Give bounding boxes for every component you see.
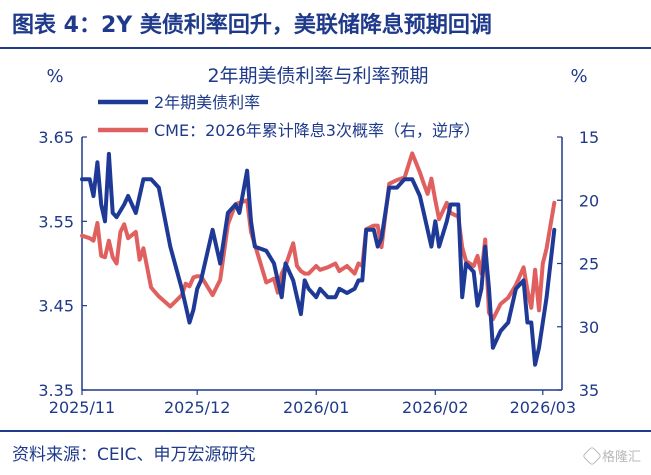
right-axis-unit: % <box>570 66 587 87</box>
right-y-tick-label: 20 <box>579 191 599 210</box>
cme-cut-probability-line <box>80 151 557 322</box>
right-y-tick-label: 30 <box>579 318 599 337</box>
watermark: 格隆汇 <box>582 445 641 466</box>
header-divider <box>0 47 651 49</box>
treasury-2y-yield-line <box>80 151 557 367</box>
left-y-tick-label: 3.65 <box>38 128 74 147</box>
source-note: 资料来源：CEIC、申万宏源研究 <box>12 445 256 465</box>
x-tick-label: 2025/12 <box>164 398 230 417</box>
x-tick-label: 2026/01 <box>283 398 349 417</box>
left-y-tick-label: 3.35 <box>38 381 74 400</box>
line-chart: 2年期美债利率与利率预期 % % 3.65 3.55 3.45 3.35 15 20 25 3… <box>38 65 599 417</box>
left-axis-unit: % <box>46 66 63 87</box>
right-y-tick-label: 35 <box>579 381 599 400</box>
x-tick-label: 2026/03 <box>510 398 576 417</box>
figure-title: 图表 4：2Y 美债利率回升，美联储降息预期回调 <box>12 13 492 38</box>
legend-label-1: 2年期美债利率 <box>154 93 260 112</box>
legend: 2年期美债利率 CME：2026年累计降息3次概率（右，逆序） <box>98 93 480 140</box>
watermark-text: 格隆汇 <box>601 450 641 465</box>
footer-divider <box>0 430 651 432</box>
x-tick-label: 2025/11 <box>49 398 115 417</box>
right-y-tick-label: 15 <box>579 128 599 147</box>
left-y-tick-label: 3.55 <box>38 212 74 231</box>
figure-header: 图表 4：2Y 美债利率回升，美联储降息预期回调 <box>0 0 651 49</box>
legend-label-2: CME：2026年累计降息3次概率（右，逆序） <box>154 121 480 140</box>
x-tick-label: 2026/02 <box>402 398 468 417</box>
watermark-logo-icon <box>582 445 602 466</box>
chart-title: 2年期美债利率与利率预期 <box>207 65 428 87</box>
right-y-tick-label: 25 <box>579 255 599 274</box>
left-y-tick-label: 3.45 <box>38 297 74 316</box>
